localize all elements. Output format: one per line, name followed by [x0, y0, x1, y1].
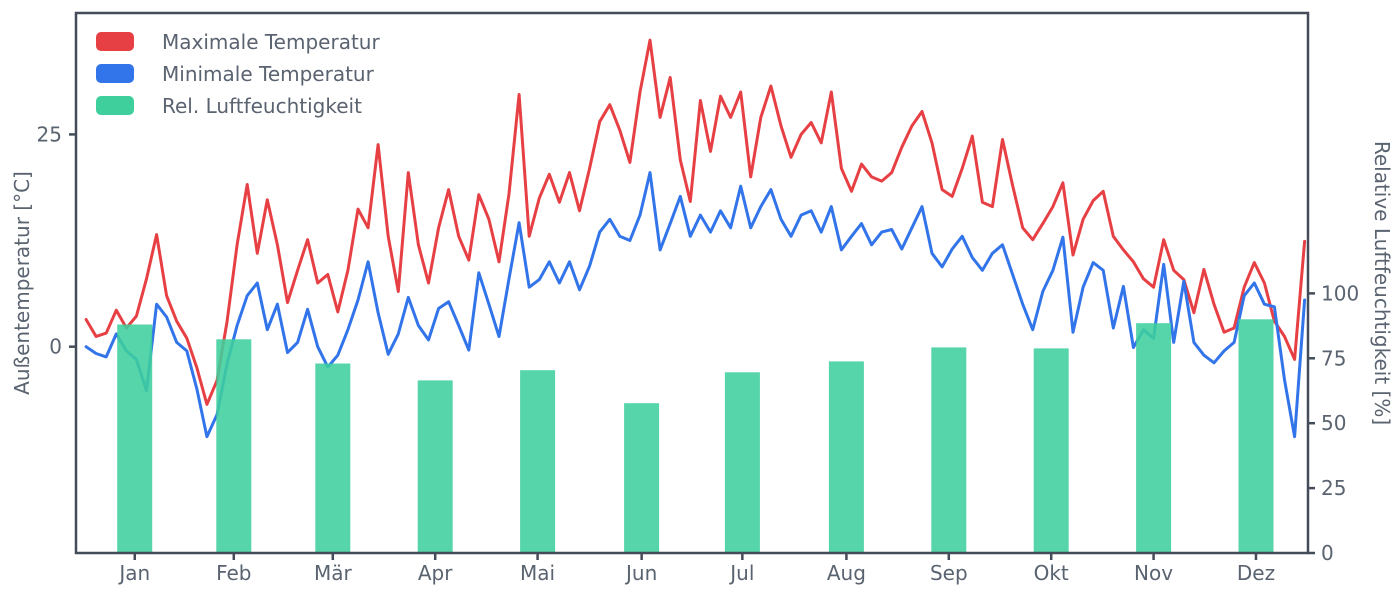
humidity-bar-Feb	[216, 339, 252, 553]
legend-swatch-min-temp	[96, 64, 134, 83]
humidity-bar-Mär	[315, 363, 351, 553]
humidity-bar-Aug	[828, 361, 864, 553]
x-tick-label-Jan: Jan	[117, 561, 150, 585]
y-right-tick-label: 50	[1321, 411, 1346, 435]
x-tick-label-Apr: Apr	[418, 561, 453, 585]
x-tick-label-Nov: Nov	[1134, 561, 1173, 585]
x-tick-label-Jul: Jul	[728, 561, 754, 585]
x-tick-label-Dez: Dez	[1237, 561, 1275, 585]
humidity-bar-Nov	[1136, 323, 1172, 553]
legend-label-min-temp: Minimale Temperatur	[162, 61, 374, 86]
left-axis-title: Außentemperatur [°C]	[10, 171, 34, 395]
x-tick-label-Okt: Okt	[1034, 561, 1069, 585]
min-temp-line	[84, 171, 1307, 439]
humidity-bar-Jan	[117, 324, 153, 553]
x-tick-label-Jun: Jun	[624, 561, 657, 585]
legend-item-humidity: Rel. Luftfeuchtigkeit	[96, 93, 380, 118]
x-tick-label-Mär: Mär	[314, 561, 353, 585]
legend-swatch-max-temp	[96, 32, 134, 51]
right-axis-title: Relative Luftfeuchtigkeit [%]	[1370, 140, 1394, 426]
legend-label-humidity: Rel. Luftfeuchtigkeit	[162, 93, 362, 118]
humidity-bar-Jun	[624, 403, 660, 553]
y-left-tick-label: 0	[49, 335, 62, 359]
legend: Maximale Temperatur Minimale Temperatur …	[96, 32, 380, 128]
x-tick-label-Mai: Mai	[520, 561, 555, 585]
humidity-bar-Dez	[1238, 319, 1274, 553]
y-right-tick-label: 100	[1321, 281, 1359, 305]
legend-item-max-temp: Maximale Temperatur	[96, 29, 380, 54]
legend-swatch-humidity	[96, 96, 134, 115]
y-right-tick-label: 25	[1321, 476, 1346, 500]
x-tick-label-Aug: Aug	[827, 561, 866, 585]
plot-border	[74, 11, 1310, 555]
max-temp-line	[84, 38, 1307, 406]
x-tick-label-Feb: Feb	[216, 561, 251, 585]
y-left-tick-label: 25	[37, 122, 62, 146]
x-tick-label-Sep: Sep	[930, 561, 968, 585]
humidity-bar-Sep	[931, 347, 967, 553]
y-right-tick-label: 0	[1321, 541, 1334, 565]
humidity-bar-Apr	[417, 380, 453, 553]
y-right-tick-label: 75	[1321, 346, 1346, 370]
legend-item-min-temp: Minimale Temperatur	[96, 61, 380, 86]
humidity-bar-Mai	[520, 370, 556, 553]
humidity-bar-Jul	[724, 372, 760, 553]
legend-label-max-temp: Maximale Temperatur	[162, 29, 380, 54]
humidity-bar-Okt	[1033, 348, 1069, 553]
